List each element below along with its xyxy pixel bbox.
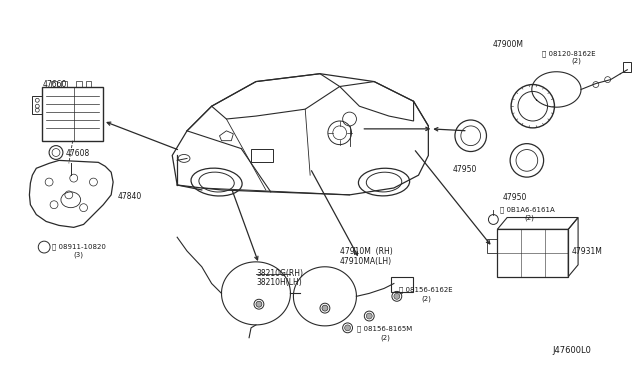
Bar xyxy=(42,87,103,141)
Bar xyxy=(33,96,42,114)
Circle shape xyxy=(322,305,328,311)
Text: (2): (2) xyxy=(422,295,431,302)
Circle shape xyxy=(344,325,351,331)
Text: 47950: 47950 xyxy=(502,193,527,202)
Text: 47608: 47608 xyxy=(66,148,90,158)
Text: 38210G(RH): 38210G(RH) xyxy=(256,269,303,278)
Circle shape xyxy=(256,301,262,307)
Bar xyxy=(51,81,57,87)
Text: Ⓑ 08156-8165M: Ⓑ 08156-8165M xyxy=(357,326,413,333)
Bar xyxy=(391,277,413,292)
Text: (2): (2) xyxy=(571,58,581,64)
Text: J47600L0: J47600L0 xyxy=(552,346,591,355)
Text: Ⓑ 0B1A6-6161A: Ⓑ 0B1A6-6161A xyxy=(500,207,555,213)
Text: 47840: 47840 xyxy=(118,192,142,201)
Bar xyxy=(251,148,273,162)
Bar xyxy=(623,62,631,72)
Bar xyxy=(76,81,82,87)
Bar xyxy=(61,81,67,87)
Bar xyxy=(86,81,92,87)
Text: (2): (2) xyxy=(380,335,390,341)
Bar xyxy=(497,230,568,277)
Circle shape xyxy=(394,294,400,299)
Text: Ⓝ 08911-10820: Ⓝ 08911-10820 xyxy=(52,243,106,250)
Text: 38210H(LH): 38210H(LH) xyxy=(256,278,301,286)
Text: 47900M: 47900M xyxy=(492,40,524,49)
Text: 47931M: 47931M xyxy=(571,247,602,256)
Text: (3): (3) xyxy=(74,251,84,257)
Text: Ⓑ 08120-8162E: Ⓑ 08120-8162E xyxy=(541,50,595,57)
Text: 47660: 47660 xyxy=(42,80,67,89)
Text: (2): (2) xyxy=(524,215,534,221)
Text: 47910M  (RH): 47910M (RH) xyxy=(340,247,392,256)
Text: Ⓑ 08156-6162E: Ⓑ 08156-6162E xyxy=(399,286,452,293)
Text: 47950: 47950 xyxy=(453,165,477,174)
Circle shape xyxy=(366,313,372,319)
Text: 47910MA(LH): 47910MA(LH) xyxy=(340,257,392,266)
Bar xyxy=(488,239,497,253)
